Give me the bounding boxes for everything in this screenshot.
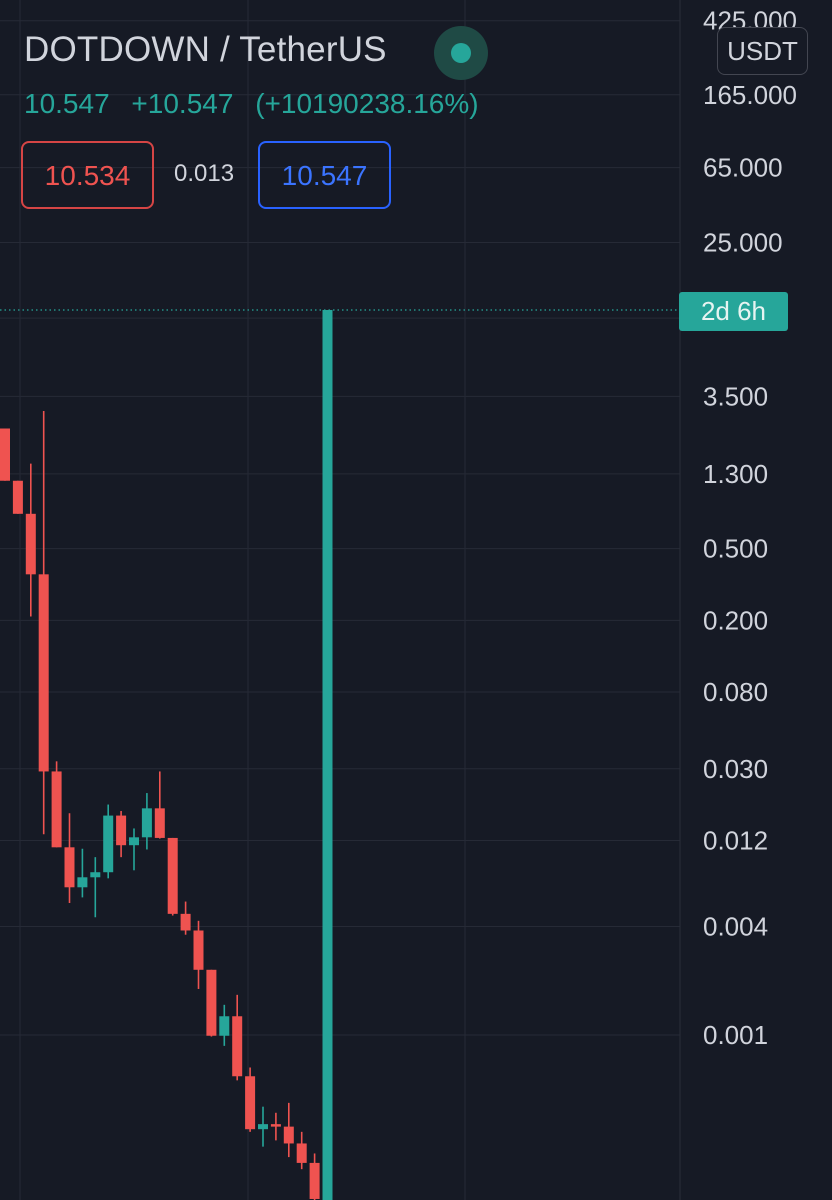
candle-body bbox=[116, 815, 127, 846]
candle bbox=[64, 813, 75, 903]
candle bbox=[245, 1067, 256, 1132]
price-axis-label: 25.000 bbox=[703, 227, 783, 257]
price-axis-label: 3.500 bbox=[703, 381, 768, 411]
candle bbox=[90, 857, 101, 918]
price-axis-label: 0.200 bbox=[703, 605, 768, 635]
market-status-indicator bbox=[434, 26, 488, 80]
change-absolute: +10.547 bbox=[131, 88, 234, 119]
candle bbox=[180, 901, 191, 935]
symbol-title[interactable]: DOTDOWN / TetherUS bbox=[24, 30, 387, 69]
candle-body bbox=[258, 1124, 268, 1130]
candle-body bbox=[25, 513, 36, 575]
candle-body bbox=[0, 428, 10, 481]
status-dot-icon bbox=[451, 43, 471, 63]
candle bbox=[322, 310, 333, 1200]
candle-body bbox=[322, 310, 333, 1200]
candle-body bbox=[167, 837, 178, 914]
last-price: 10.547 bbox=[24, 88, 110, 119]
chart-grid bbox=[0, 0, 681, 1200]
candle-body bbox=[64, 847, 75, 888]
candle bbox=[103, 804, 114, 879]
candle-body bbox=[270, 1124, 281, 1127]
candle bbox=[206, 969, 217, 1037]
candle bbox=[12, 480, 23, 514]
price-axis-label: 65.000 bbox=[703, 153, 783, 183]
price-axis: 425.000165.00065.00025.0009.5003.5001.30… bbox=[703, 6, 797, 1050]
buy-price-button[interactable]: 10.547 bbox=[258, 141, 391, 209]
price-axis-label: 0.080 bbox=[703, 677, 768, 707]
candle-body bbox=[245, 1076, 256, 1130]
candle bbox=[193, 920, 204, 989]
candle bbox=[141, 793, 152, 850]
candle bbox=[0, 428, 10, 481]
candle bbox=[270, 1112, 281, 1141]
price-axis-label: 0.001 bbox=[703, 1020, 768, 1050]
spread-value: 0.013 bbox=[174, 160, 235, 187]
candle bbox=[51, 761, 62, 848]
sell-price-button[interactable]: 10.534 bbox=[21, 141, 154, 209]
candle-body bbox=[129, 837, 139, 846]
price-axis-label: 0.500 bbox=[703, 534, 768, 564]
candle-body bbox=[154, 808, 165, 838]
candle bbox=[258, 1106, 268, 1147]
candle bbox=[154, 771, 165, 839]
candle-body bbox=[283, 1126, 294, 1144]
candle bbox=[232, 994, 243, 1081]
candle bbox=[25, 463, 36, 617]
candle-body bbox=[193, 930, 204, 970]
candle-body bbox=[77, 877, 88, 888]
price-change-row: 10.547 +10.547 (+10190238.16%) bbox=[24, 88, 493, 120]
candle-body bbox=[141, 808, 152, 838]
candle-body bbox=[103, 815, 114, 873]
candle-body bbox=[90, 872, 101, 878]
candle bbox=[77, 848, 88, 898]
candle bbox=[283, 1102, 294, 1158]
currency-button[interactable]: USDT bbox=[717, 27, 808, 75]
candle bbox=[38, 411, 49, 835]
candle bbox=[219, 1004, 230, 1046]
price-axis-label: 1.300 bbox=[703, 459, 768, 489]
candle-body bbox=[51, 771, 62, 848]
candle-body bbox=[206, 969, 217, 1036]
candle bbox=[309, 1153, 320, 1200]
candle bbox=[116, 810, 127, 858]
price-axis-label: 0.030 bbox=[703, 754, 768, 784]
price-axis-label: 165.000 bbox=[703, 80, 797, 110]
candle-body bbox=[38, 574, 49, 772]
candle-body bbox=[309, 1162, 320, 1199]
candle-body bbox=[296, 1143, 307, 1163]
candle-body bbox=[180, 913, 191, 931]
candle-body bbox=[232, 1016, 243, 1077]
bar-countdown-label: 2d 6h bbox=[679, 292, 788, 331]
price-axis-label: 0.004 bbox=[703, 911, 768, 941]
change-percent: (+10190238.16%) bbox=[255, 88, 479, 119]
candle-body bbox=[219, 1016, 230, 1036]
price-axis-label: 0.012 bbox=[703, 825, 768, 855]
candle-body bbox=[12, 480, 23, 514]
candle bbox=[296, 1131, 307, 1170]
candles bbox=[0, 310, 333, 1200]
candle bbox=[167, 837, 178, 916]
candle bbox=[129, 828, 139, 871]
